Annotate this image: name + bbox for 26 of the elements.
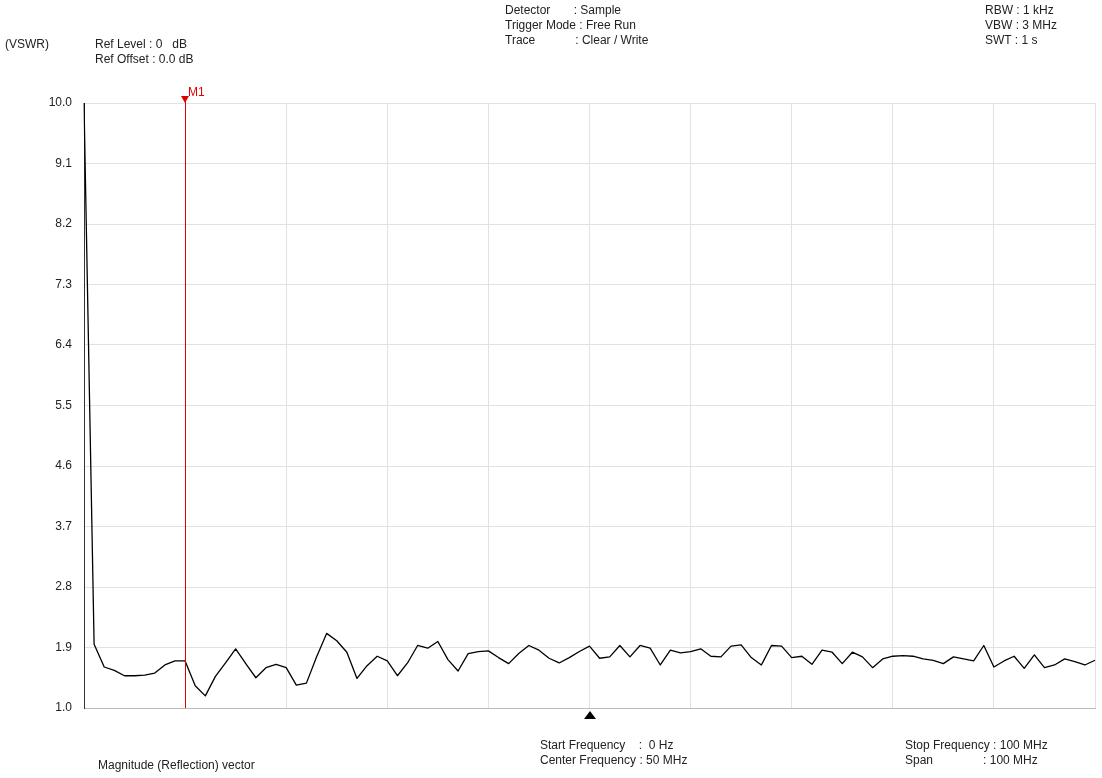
y-tick-label: 8.2	[55, 216, 73, 231]
y-tick-label: 6.4	[55, 337, 73, 352]
y-tick-label: 9.1	[55, 155, 73, 170]
text: Magnitude (Reflection) vector	[98, 758, 255, 772]
text: Start Frequency : 0 Hz	[540, 738, 674, 752]
y-tick-label: 5.5	[55, 397, 73, 412]
y-tick-label: 3.7	[55, 518, 73, 533]
text: M1	[188, 85, 205, 99]
y-tick-label: 10.0	[48, 95, 73, 110]
text: Ref Level : 0 dB	[95, 37, 188, 51]
y-tick-label: 1.0	[55, 700, 73, 715]
text: Trigger Mode : Free Run	[505, 18, 636, 32]
text: Trace : Clear / Write	[505, 33, 649, 47]
text: RBW : 1 kHz	[985, 3, 1054, 17]
text: Center Frequency : 50 MHz	[540, 753, 688, 767]
y-tick-label: 2.8	[55, 579, 73, 594]
text: VBW : 3 MHz	[985, 18, 1058, 32]
text: Span : 100 MHz	[905, 753, 1038, 767]
y-tick-label: 7.3	[55, 276, 73, 291]
y-axis-title: (VSWR)	[5, 37, 49, 51]
text: Stop Frequency : 100 MHz	[905, 738, 1048, 752]
y-tick-label: 4.6	[55, 458, 73, 473]
text: SWT : 1 s	[985, 33, 1038, 47]
y-tick-label: 1.9	[55, 639, 73, 654]
text: Detector : Sample	[505, 3, 622, 17]
text: Ref Offset : 0.0 dB	[95, 52, 194, 66]
